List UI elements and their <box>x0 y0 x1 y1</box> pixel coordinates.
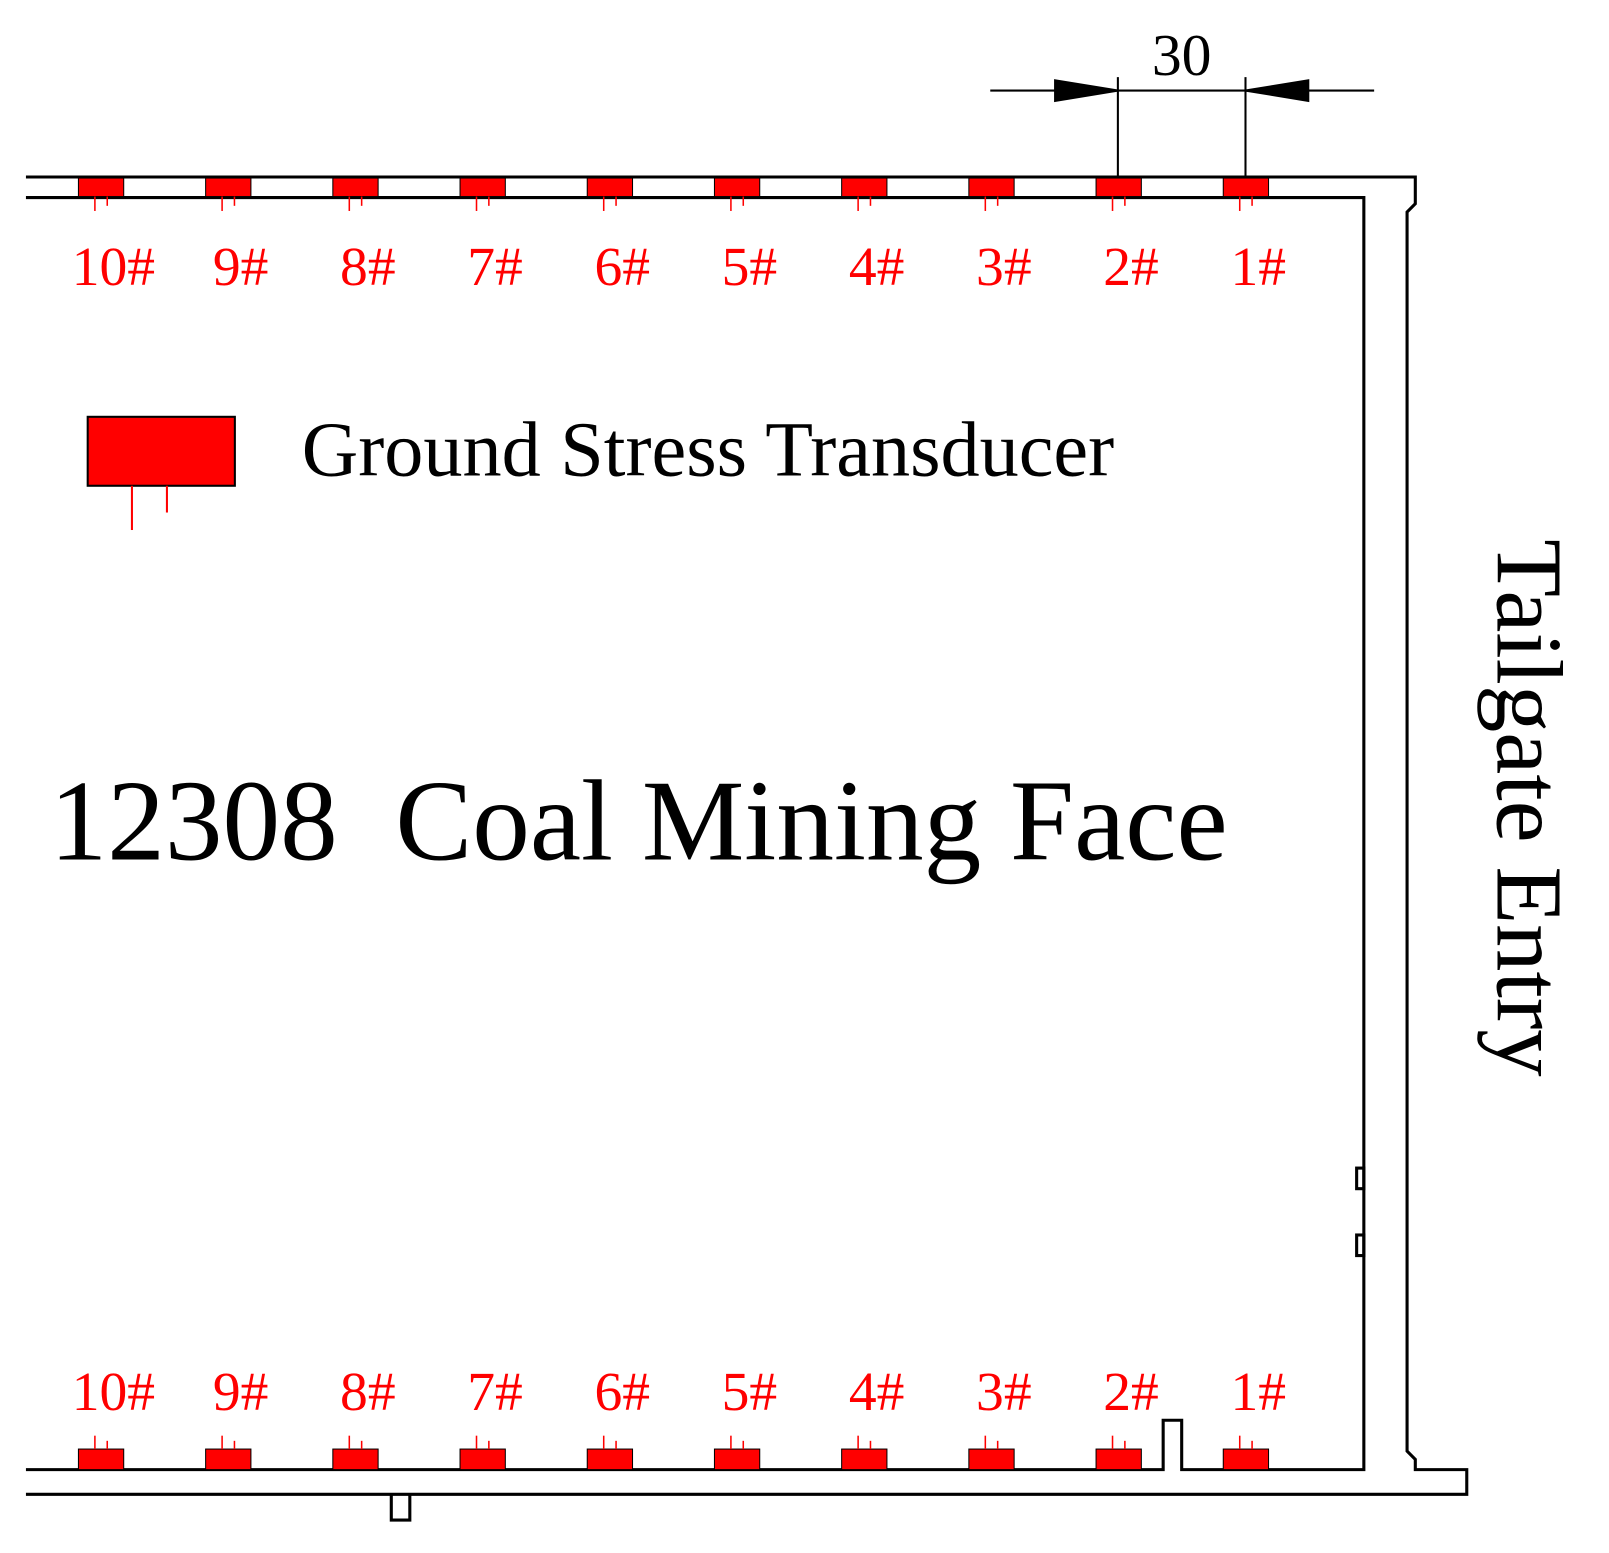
transducer <box>332 1448 379 1471</box>
transducer-label: 1# <box>1230 1361 1286 1423</box>
transducer <box>586 1448 634 1471</box>
transducer <box>1095 177 1142 198</box>
roadway-outline <box>25 175 1469 1522</box>
transducer <box>332 177 379 198</box>
dimension <box>990 77 1375 178</box>
transducer-label: 3# <box>976 236 1032 298</box>
transducer <box>459 1448 506 1471</box>
transducer <box>968 177 1015 198</box>
transducer <box>77 1448 125 1471</box>
transducer-label: 7# <box>467 1361 523 1423</box>
transducer-label: 4# <box>849 236 905 298</box>
transducer-label: 8# <box>340 236 396 298</box>
transducer-label: 6# <box>594 1361 650 1423</box>
transducer-label: 9# <box>213 236 269 298</box>
transducer-label: 10# <box>72 1361 155 1423</box>
transducer-label: 5# <box>722 236 778 298</box>
transducer <box>1222 177 1270 198</box>
transducer <box>459 177 506 198</box>
dimension-label: 30 <box>1152 22 1212 88</box>
transducer-label: 8# <box>340 1361 396 1423</box>
transducer-label: 9# <box>213 1361 269 1423</box>
transducer <box>77 177 125 198</box>
transducer-label: 5# <box>722 1361 778 1423</box>
transducer-label: 7# <box>467 236 523 298</box>
face-label: 12308 Coal Mining Face <box>50 756 1228 884</box>
transducer <box>713 177 761 198</box>
transducer <box>586 177 634 198</box>
transducer-label: 2# <box>1103 236 1159 298</box>
transducer <box>205 1448 252 1471</box>
transducer-label: 6# <box>594 236 650 298</box>
transducer-label: 4# <box>849 1361 905 1423</box>
legend: Ground Stress Transducer <box>86 405 1114 531</box>
transducer <box>1222 1448 1270 1471</box>
transducer <box>1095 1448 1142 1471</box>
legend-symbol <box>86 415 236 487</box>
legend-label: Ground Stress Transducer <box>302 405 1114 492</box>
transducer-label: 10# <box>72 236 155 298</box>
transducer-label: 3# <box>976 1361 1032 1423</box>
transducer <box>205 177 252 198</box>
transducer <box>841 1448 888 1471</box>
entry-label: Tailgate Entry <box>1477 539 1581 1077</box>
transducer <box>713 1448 761 1471</box>
transducer <box>841 177 888 198</box>
transducer-label: 2# <box>1103 1361 1159 1423</box>
transducer <box>968 1448 1015 1471</box>
transducer-label: 1# <box>1230 236 1286 298</box>
